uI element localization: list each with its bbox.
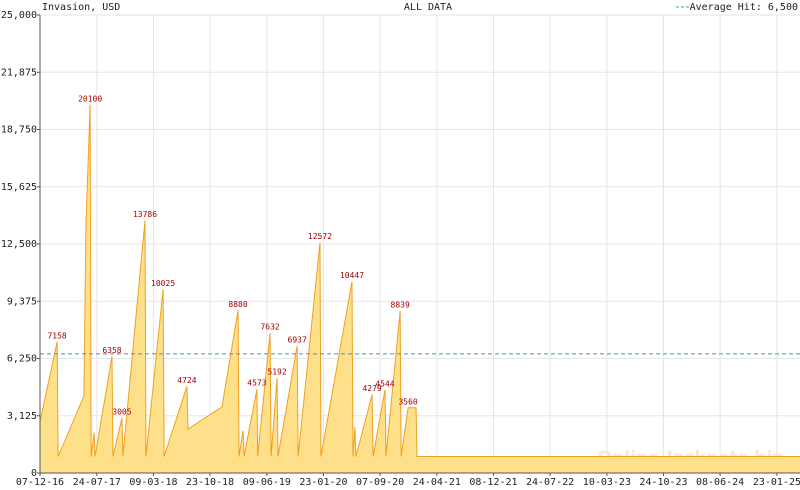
x-tick-label: 09-06-19 xyxy=(243,477,291,488)
y-axis-label: Invasion, USD xyxy=(42,2,120,13)
x-tick-label: 24-10-23 xyxy=(639,477,687,488)
data-label: 4544 xyxy=(375,379,394,388)
x-tick-label: 08-12-21 xyxy=(469,477,517,488)
x-tick-label: 23-10-18 xyxy=(186,477,234,488)
x-tick-label: 09-03-18 xyxy=(129,477,177,488)
data-label: 4573 xyxy=(247,379,266,388)
x-tick-label: 24-04-21 xyxy=(413,477,461,488)
area xyxy=(40,104,800,473)
data-label: 12572 xyxy=(308,232,332,241)
x-tick-label: 10-03-23 xyxy=(583,477,631,488)
data-label: 20100 xyxy=(78,94,102,103)
y-tick-label: 3,125 xyxy=(7,411,37,422)
data-label: 8880 xyxy=(228,300,247,309)
line xyxy=(39,104,800,458)
data-label: 3005 xyxy=(112,407,131,416)
data-label: 6358 xyxy=(102,346,121,355)
data-label: 4724 xyxy=(177,376,196,385)
y-tick-label: 0 xyxy=(31,468,37,479)
y-tick-label: 6,250 xyxy=(7,354,37,365)
data-label: 10025 xyxy=(151,279,175,288)
y-tick-label: 18,750 xyxy=(1,125,37,136)
x-tick-label: 23-01-20 xyxy=(299,477,347,488)
y-tick-label: 15,625 xyxy=(1,182,37,193)
y-tick-label: 25,000 xyxy=(1,10,37,21)
x-tick-label: 24-07-17 xyxy=(73,477,121,488)
data-label: 5192 xyxy=(267,367,286,376)
x-tick-label: 08-06-24 xyxy=(696,477,744,488)
x-tick-label: 23-01-25 xyxy=(753,477,800,488)
y-tick-label: 21,875 xyxy=(1,67,37,78)
average-legend-label: Average Hit: 6,500 xyxy=(690,2,798,13)
data-label: 7632 xyxy=(260,323,279,332)
data-label: 7158 xyxy=(47,331,66,340)
data-label: 3560 xyxy=(398,397,417,406)
x-tick-label: 07-12-16 xyxy=(16,477,64,488)
data-label: 10447 xyxy=(340,271,364,280)
x-tick-label: 07-09-20 xyxy=(356,477,404,488)
y-tick-label: 9,375 xyxy=(7,296,37,307)
data-label: 8839 xyxy=(391,301,410,310)
data-label: 4279 xyxy=(362,384,381,393)
x-tick-label: 24-07-22 xyxy=(526,477,574,488)
data-label: 13786 xyxy=(133,210,157,219)
data-label: 6937 xyxy=(288,335,307,344)
y-tick-label: 12,500 xyxy=(1,239,37,250)
chart-title: ALL DATA xyxy=(404,2,452,13)
